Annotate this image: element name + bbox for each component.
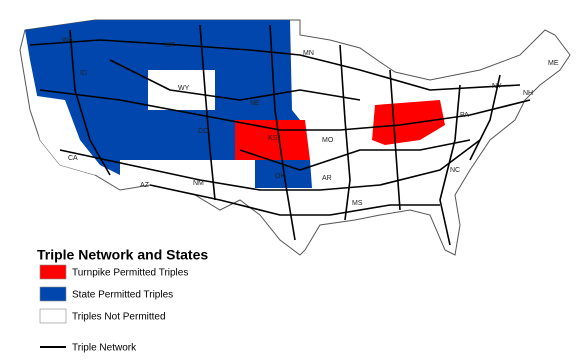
state-label: KS (268, 135, 278, 142)
state-label: AZ (140, 182, 150, 189)
legend-label: State Permitted Triples (72, 290, 173, 301)
legend-label: Turnpike Permitted Triples (72, 268, 188, 279)
legend-swatch (39, 286, 67, 302)
state-label: MS (352, 200, 363, 207)
legend-label: Triple Network (72, 343, 137, 354)
state-label: NY (492, 83, 502, 90)
state-label: CO (198, 128, 209, 135)
state-label: ME (548, 60, 559, 67)
state-label: PA (460, 112, 469, 119)
state-label: OK (275, 173, 285, 180)
state-label: CA (68, 155, 78, 162)
state-label: ID (80, 70, 87, 77)
state-label: NH (523, 90, 533, 97)
state-labels: WA MT MN ID WY NE CO KS MO NM AZ CA NY N… (62, 37, 559, 207)
triple-network (29, 24, 531, 246)
state-label: WY (178, 85, 190, 92)
state-label: AR (322, 175, 332, 182)
legend-swatch (39, 264, 67, 280)
legend-label: Triples Not Permitted (72, 312, 166, 323)
legend-title: Triple Network and States (37, 247, 208, 263)
not-permitted-region (148, 70, 215, 110)
state-label: MN (303, 50, 314, 57)
state-label: NE (250, 100, 260, 107)
legend: Triple Network and States Triple Network… (37, 247, 208, 354)
turnpike-region (372, 100, 445, 145)
state-label: NC (450, 167, 460, 174)
state-label: MT (165, 42, 176, 49)
state-label: WA (62, 37, 73, 44)
state-label: MO (322, 137, 334, 144)
state-label: NM (193, 180, 204, 187)
legend-swatch (39, 308, 67, 324)
